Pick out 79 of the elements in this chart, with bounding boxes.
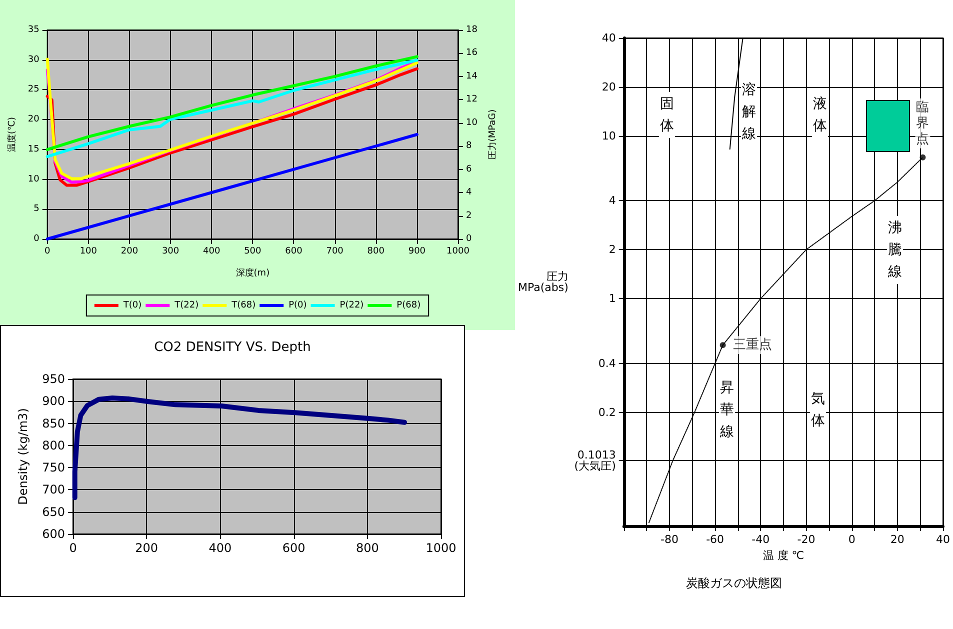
y2-tick-label: 4	[466, 188, 472, 198]
x-tick-label: 500	[244, 246, 262, 256]
y-axis-title: 圧力 MPa(abs)	[518, 270, 568, 294]
y-tick-label: 800	[42, 438, 65, 452]
y2-tick-label: 0	[466, 234, 472, 244]
y-tick-label: 10	[602, 129, 616, 142]
annotation: 沸騰線	[887, 220, 902, 280]
y-tick-label: 10	[28, 174, 40, 184]
y-tick-label: 25	[28, 84, 40, 95]
x-axis-title: 深度(m)	[236, 268, 270, 278]
y-axis-title: Density (kg/m3)	[16, 408, 30, 505]
y2-axis-title: 圧力(MPaG)	[486, 109, 498, 160]
legend-label: T(68)	[230, 300, 256, 310]
y-tick-label: 40	[602, 32, 616, 44]
y-tick-label: 650	[42, 504, 65, 519]
y2-tick-label: 14	[466, 71, 478, 82]
y-tick-label: 850	[42, 416, 65, 430]
y-tick-label: 35	[28, 25, 40, 35]
x-tick-label: 800	[356, 541, 379, 555]
legend-label: P(22)	[340, 300, 364, 310]
x-tick-label: 300	[162, 246, 180, 256]
x-tick-label: 1000	[446, 246, 470, 256]
text: 炭酸ガスの状態図	[686, 576, 782, 590]
y-tick-label: 0.4	[598, 356, 616, 370]
x-tick-label: 600	[285, 246, 303, 256]
y2-tick-label: 16	[466, 48, 478, 58]
y2-tick-label: 12	[466, 94, 478, 105]
y2-tick-label: 2	[466, 210, 472, 221]
x-tick-label: 40	[936, 533, 950, 546]
x-tick-label: 0	[69, 541, 77, 555]
x-tick-label: -20	[797, 533, 816, 546]
x-tick-label: 800	[367, 246, 385, 256]
x-tick-label: -40	[752, 533, 770, 546]
y-tick-label: 0	[34, 234, 40, 244]
x-tick-label: -60	[706, 533, 724, 546]
y-tick-label: 0.1013 (大気圧)	[574, 448, 616, 472]
y2-tick-label: 6	[466, 164, 472, 174]
annotation: 固体	[660, 96, 674, 134]
x-tick-label: 400	[208, 541, 232, 555]
y-tick-label: 700	[42, 482, 65, 497]
y-axis-title: 温度(℃)	[6, 116, 18, 152]
x-tick-label: 1000	[426, 541, 456, 555]
x-tick-label: 900	[408, 246, 426, 256]
y-tick-label: 20	[28, 114, 40, 125]
annotation: 液体	[813, 96, 827, 134]
data-label: 三重点	[732, 338, 772, 353]
x-tick-label: 0	[848, 533, 856, 546]
y-tick-label: 0.2	[598, 406, 616, 419]
x-tick-label: 20	[890, 533, 904, 546]
legend-label: P(0)	[288, 300, 307, 310]
x-tick-label: 100	[80, 246, 98, 256]
y-tick-label: 5	[34, 204, 40, 214]
x-tick-label: -80	[660, 533, 678, 546]
x-tick-label: 600	[282, 541, 306, 555]
annotation: 溶解線	[741, 82, 756, 142]
annotation: 気体	[811, 391, 825, 429]
y-tick-label: 20	[602, 80, 616, 94]
y-tick-label: 750	[42, 460, 65, 475]
x-tick-label: 200	[135, 541, 158, 555]
x-tick-label: 700	[326, 246, 344, 256]
y-tick-label: 30	[28, 54, 40, 65]
legend-label: P(68)	[396, 300, 421, 310]
y-tick-label: 2	[608, 243, 616, 256]
y-tick-label: 1	[608, 292, 616, 306]
y2-tick-label: 10	[466, 118, 478, 128]
chart-title: CO2 DENSITY VS. Depth	[154, 340, 311, 355]
legend-label: T(0)	[122, 300, 142, 310]
y-tick-label: 4	[608, 194, 616, 208]
annotation: 昇華線	[719, 380, 734, 440]
y-tick-label: 950	[42, 372, 65, 386]
y-tick-label: 15	[28, 144, 40, 154]
y-tick-label: 900	[42, 394, 65, 408]
y2-tick-label: 18	[466, 25, 478, 35]
y2-tick-label: 8	[466, 141, 472, 152]
x-axis-title: 温 度 ℃	[762, 548, 804, 562]
x-tick-label: 200	[120, 246, 138, 256]
data-label: 臨界点	[916, 100, 930, 147]
legend-label: T(22)	[174, 300, 199, 310]
x-tick-label: 400	[203, 246, 220, 256]
